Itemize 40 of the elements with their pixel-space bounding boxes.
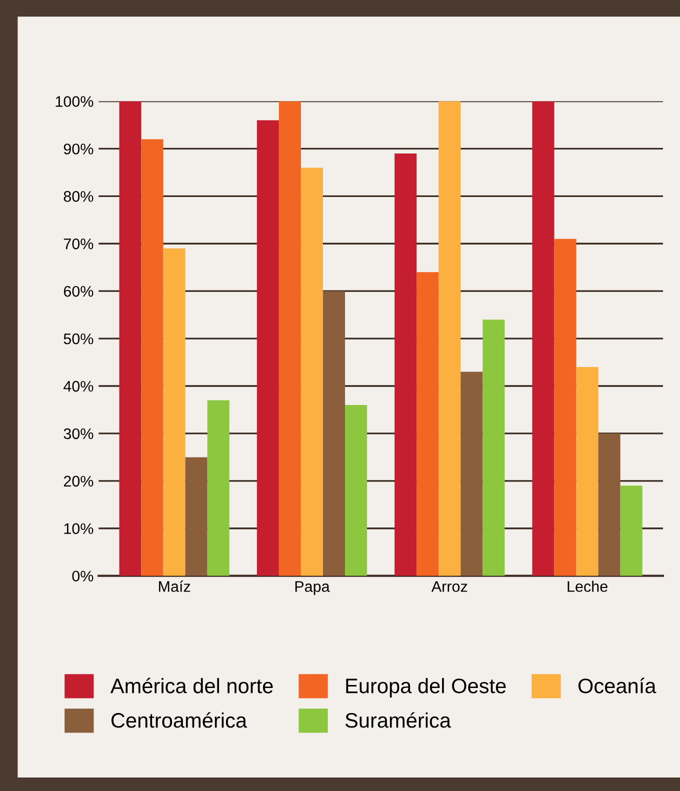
bar — [554, 238, 576, 576]
y-tick-label: 70% — [64, 238, 94, 250]
bar — [416, 272, 439, 576]
bar — [300, 168, 323, 576]
x-tick-label: Leche — [568, 580, 608, 592]
y-tick-label: 50% — [64, 333, 94, 344]
y-tick-label: 10% — [64, 523, 94, 534]
x-tick-label: Maíz — [159, 580, 190, 592]
y-tick-label: 20% — [64, 476, 94, 487]
y-tick-label: 60% — [64, 286, 94, 297]
bar — [345, 404, 368, 576]
bar — [141, 139, 164, 576]
bar — [119, 101, 142, 576]
y-tick-label: 90% — [64, 144, 94, 154]
bar — [438, 101, 461, 576]
legend-label: Suramérica — [345, 712, 452, 728]
y-tick-label: 100% — [56, 96, 94, 107]
y-tick-label: 80% — [64, 191, 94, 202]
y-tick-label: 30% — [64, 428, 94, 440]
legend-label: Oceanía — [578, 678, 656, 694]
legend-label: Europa del Oeste — [346, 678, 506, 698]
y-tick-label: 40% — [64, 380, 94, 392]
bar — [322, 291, 346, 576]
x-tick-label: Papa — [295, 581, 330, 595]
bar — [207, 400, 230, 576]
bar — [256, 120, 279, 576]
bar — [278, 101, 301, 576]
bar — [482, 320, 505, 576]
bar — [576, 367, 598, 576]
bar — [620, 486, 642, 576]
y-tick-label: 0% — [72, 570, 94, 582]
legend-label: Centroamérica — [111, 712, 248, 728]
bar — [532, 101, 554, 576]
bar — [460, 372, 483, 576]
legend-label: América del norte — [110, 678, 273, 694]
x-tick-label: Arroz — [431, 581, 468, 592]
bar — [598, 433, 620, 576]
bar — [163, 248, 186, 576]
bar — [185, 457, 208, 576]
bar — [394, 153, 417, 576]
